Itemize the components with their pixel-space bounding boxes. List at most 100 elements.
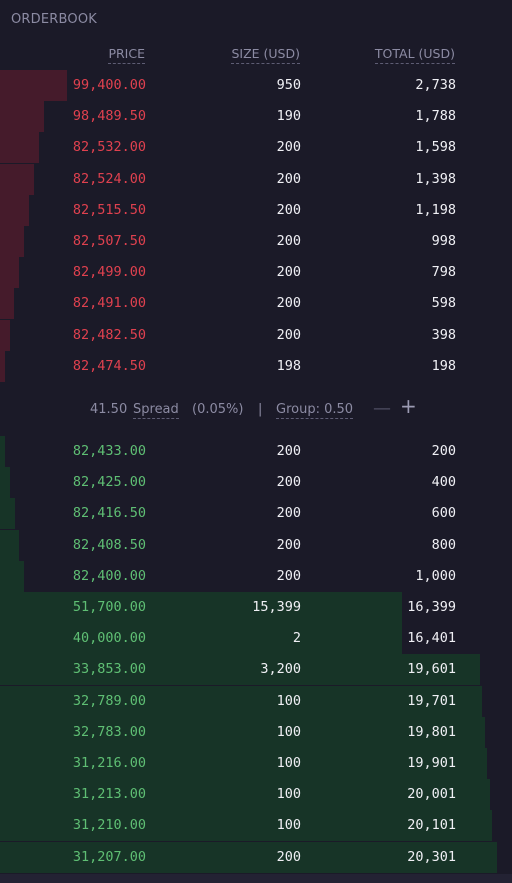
bid-size: 200 (276, 443, 301, 459)
ask-depth-bar (0, 101, 44, 133)
ask-row[interactable]: 98,489.50 190 1,788 (0, 101, 512, 133)
bid-total: 200 (431, 443, 456, 459)
ask-row[interactable]: 82,474.50 198 198 (0, 350, 512, 382)
ask-row[interactable]: 82,482.50 200 398 (0, 319, 512, 351)
bid-depth-bar (0, 592, 402, 623)
bid-row[interactable]: 82,400.00 200 1,000 (0, 560, 512, 592)
group-decrease-button[interactable]: — (373, 398, 391, 419)
bid-price: 31,207.00 (72, 848, 146, 865)
bid-row[interactable]: 31,213.00 100 20,001 (0, 779, 512, 811)
ask-size: 200 (276, 264, 301, 281)
bid-total: 20,001 (407, 786, 456, 803)
bid-size: 100 (276, 786, 301, 803)
ask-total: 1,788 (415, 108, 456, 125)
ask-size: 200 (276, 139, 301, 156)
ask-row[interactable]: 82,532.00 200 1,598 (0, 132, 512, 164)
bid-depth-bar (0, 654, 480, 686)
ask-total: 2,738 (415, 77, 456, 93)
ask-depth-bar (0, 194, 29, 226)
ask-row[interactable]: 99,400.00 950 2,738 (0, 70, 512, 101)
ask-row[interactable]: 82,515.50 200 1,198 (0, 194, 512, 226)
ask-row[interactable]: 82,491.00 200 598 (0, 288, 512, 320)
bid-price: 33,853.00 (72, 661, 146, 678)
ask-price: 82,482.50 (72, 326, 146, 343)
bid-total: 16,399 (407, 599, 456, 615)
bid-total: 600 (431, 505, 456, 522)
ask-price: 82,474.50 (72, 357, 146, 374)
bid-row[interactable]: 33,853.00 3,200 19,601 (0, 654, 512, 686)
bid-row[interactable]: 32,783.00 100 19,801 (0, 716, 512, 748)
ask-size: 950 (276, 77, 301, 93)
ask-size: 200 (276, 170, 301, 187)
ask-total: 1,598 (415, 139, 456, 156)
bid-size: 200 (276, 536, 301, 553)
ask-size: 200 (276, 295, 301, 312)
ask-total: 398 (431, 326, 456, 343)
bid-depth-bar (0, 685, 482, 717)
bid-depth-bar (0, 436, 5, 467)
bid-row[interactable]: 82,416.50 200 600 (0, 498, 512, 530)
bid-row[interactable]: 31,207.00 200 20,301 (0, 841, 512, 873)
bid-total: 20,101 (407, 817, 456, 834)
ask-row[interactable]: 82,499.00 200 798 (0, 257, 512, 289)
bid-depth-bar (0, 467, 10, 499)
bid-row[interactable]: 31,210.00 100 20,101 (0, 810, 512, 842)
ask-row[interactable]: 82,507.50 200 998 (0, 226, 512, 257)
bid-price: 51,700.00 (72, 599, 146, 615)
ask-price: 82,499.00 (72, 264, 146, 281)
ask-depth-bar (0, 70, 67, 101)
bid-total: 19,601 (407, 661, 456, 678)
ask-depth-bar (0, 226, 24, 257)
bid-row[interactable]: 32,789.00 100 19,701 (0, 685, 512, 717)
ask-price: 98,489.50 (72, 108, 146, 125)
spread-separator: | (258, 402, 263, 417)
ask-price: 99,400.00 (72, 77, 146, 93)
ask-size: 190 (276, 108, 301, 125)
spread-value: 41.50 (90, 402, 128, 417)
bid-size: 2 (292, 630, 301, 647)
total-column-header[interactable]: TOTAL (USD) (374, 46, 455, 64)
bid-depth-bar (0, 841, 497, 873)
bid-row[interactable]: 82,408.50 200 800 (0, 529, 512, 561)
bid-depth-bar (0, 779, 490, 811)
group-increase-button[interactable]: + (400, 394, 417, 418)
group-size-selector[interactable]: Group: 0.50 (276, 402, 354, 419)
bid-row[interactable]: 51,700.00 15,399 16,399 (0, 592, 512, 623)
bid-price: 31,216.00 (72, 755, 146, 771)
bid-size: 100 (276, 817, 301, 834)
ask-size: 200 (276, 233, 301, 249)
bid-row[interactable]: 31,216.00 100 19,901 (0, 748, 512, 779)
bid-price: 40,000.00 (72, 630, 146, 647)
ask-depth-bar (0, 319, 10, 351)
bid-row[interactable]: 82,433.00 200 200 (0, 436, 512, 467)
price-column-header[interactable]: PRICE (108, 46, 145, 64)
bid-price: 82,416.50 (72, 505, 146, 522)
size-column-header[interactable]: SIZE (USD) (231, 46, 300, 64)
ask-total: 798 (431, 264, 456, 281)
bid-price: 82,433.00 (72, 443, 146, 459)
ask-row[interactable]: 82,524.00 200 1,398 (0, 163, 512, 195)
spread-bar: 41.50 Spread (0.05%) | Group: 0.50 — + (0, 393, 512, 425)
bid-total: 16,401 (407, 630, 456, 647)
ask-total: 998 (431, 233, 456, 249)
spread-percent: (0.05%) (192, 402, 244, 417)
ask-price: 82,507.50 (72, 233, 146, 249)
ask-price: 82,491.00 (72, 295, 146, 312)
bid-depth-bar (0, 498, 15, 530)
ask-total: 198 (431, 357, 456, 374)
ask-size: 200 (276, 201, 301, 218)
ask-price: 82,524.00 (72, 170, 146, 187)
bid-total: 400 (431, 474, 456, 491)
bid-size: 3,200 (260, 661, 301, 678)
bid-depth-bar (0, 560, 24, 592)
ask-total: 1,198 (415, 201, 456, 218)
bid-total: 20,301 (407, 848, 456, 865)
ask-size: 198 (276, 357, 301, 374)
ask-total: 598 (431, 295, 456, 312)
bid-row[interactable]: 82,425.00 200 400 (0, 467, 512, 499)
bid-row[interactable]: 40,000.00 2 16,401 (0, 623, 512, 655)
spread-label: Spread (133, 402, 179, 419)
bid-depth-bar (0, 748, 487, 779)
bid-price: 31,213.00 (72, 786, 146, 803)
